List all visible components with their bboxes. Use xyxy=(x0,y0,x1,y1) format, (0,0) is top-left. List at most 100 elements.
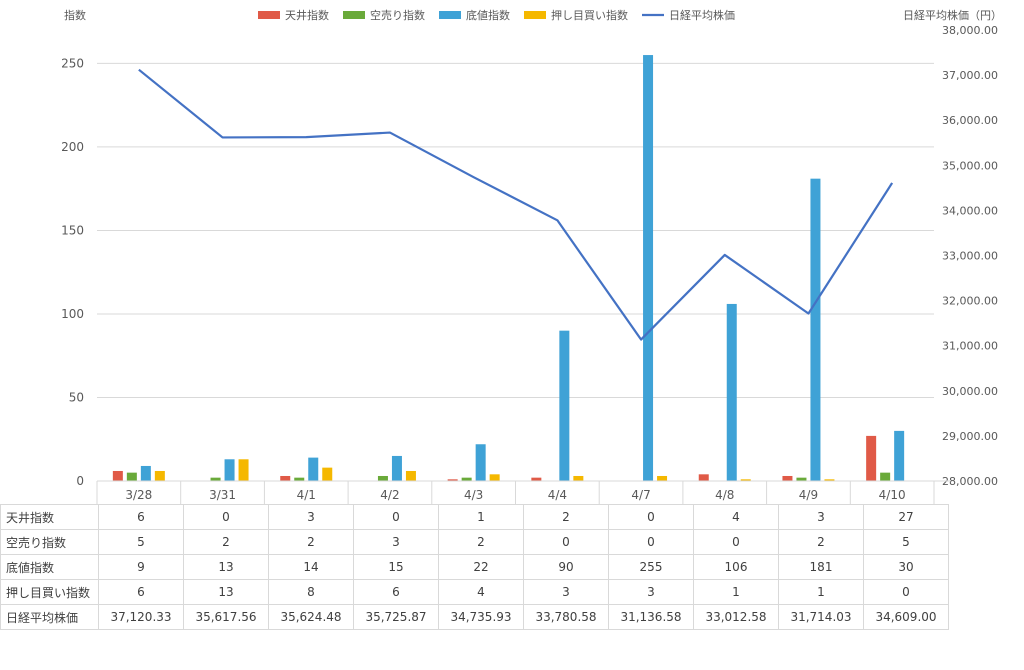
table-cell: 4 xyxy=(438,579,524,605)
left-tick-label: 200 xyxy=(61,140,84,154)
legend-swatch xyxy=(439,11,461,19)
bar xyxy=(126,472,137,481)
table-cell: 13 xyxy=(183,554,269,580)
table-cell: 4 xyxy=(693,504,779,530)
table-cell: 2 xyxy=(523,504,609,530)
table-row: 押し目買い指数 6 13 8 6 4 3 3 1 1 0 xyxy=(0,579,949,605)
right-tick-label: 30,000.00 xyxy=(942,385,998,398)
line-series xyxy=(138,68,894,341)
category-label: 4/9 xyxy=(799,488,818,502)
legend-swatch xyxy=(258,11,280,19)
right-tick-label: 38,000.00 xyxy=(942,24,998,37)
table-cell: 90 xyxy=(523,554,609,580)
bar xyxy=(740,479,751,481)
legend-label: 底値指数 xyxy=(466,8,510,22)
category-label: 4/7 xyxy=(631,488,650,502)
table-cell: 14 xyxy=(268,554,354,580)
bar xyxy=(461,477,472,481)
table-row: 空売り指数 5 2 2 3 2 0 0 0 2 5 xyxy=(0,529,949,555)
bar xyxy=(559,330,570,481)
category-label: 3/28 xyxy=(125,488,152,502)
bar xyxy=(377,475,388,481)
table-cell: 181 xyxy=(778,554,864,580)
table-cell: 0 xyxy=(693,529,779,555)
table-cell: 0 xyxy=(353,504,439,530)
bar xyxy=(698,474,709,481)
bar xyxy=(224,459,235,481)
legend: 天井指数 空売り指数 底値指数 押し目買い指数 日経平均株価 xyxy=(258,8,735,22)
bar xyxy=(894,430,905,481)
data-table: 天井指数 6 0 3 0 1 2 0 4 3 27 空売り指数 5 2 2 3 2 0 0 0 2 5 底値指数 9 13 14 1… xyxy=(0,504,949,630)
table-cell: 2 xyxy=(778,529,864,555)
row-label: 天井指数 xyxy=(0,504,99,530)
row-label: 底値指数 xyxy=(0,554,99,580)
table-cell: 5 xyxy=(98,529,184,555)
table-cell: 3 xyxy=(608,579,694,605)
category-label: 3/31 xyxy=(209,488,236,502)
table-cell: 0 xyxy=(863,579,949,605)
row-label: 空売り指数 xyxy=(0,529,99,555)
table-cell: 0 xyxy=(608,529,694,555)
left-axis-label: 指数 xyxy=(64,8,86,22)
table-cell: 35,617.56 xyxy=(183,604,269,630)
bar xyxy=(573,475,584,481)
category-label: 4/4 xyxy=(548,488,567,502)
table-cell: 1 xyxy=(778,579,864,605)
table-cell: 6 xyxy=(98,579,184,605)
bar xyxy=(880,472,891,481)
table-cell: 34,609.00 xyxy=(863,604,949,630)
bar xyxy=(140,465,151,481)
category-label: 4/8 xyxy=(715,488,734,502)
row-label: 日経平均株価 xyxy=(0,604,99,630)
nikkei-line xyxy=(138,68,894,341)
bar xyxy=(405,470,416,481)
table-cell: 1 xyxy=(438,504,524,530)
table-cell: 37,120.33 xyxy=(98,604,184,630)
right-tick-label: 32,000.00 xyxy=(942,295,998,308)
category-label: 4/1 xyxy=(297,488,316,502)
table-cell: 33,012.58 xyxy=(693,604,779,630)
left-tick-label: 150 xyxy=(61,223,84,237)
left-tick-label: 250 xyxy=(61,56,84,70)
right-axis-label: 日経平均株価（円） xyxy=(903,8,1002,22)
right-axis-ticks: 28,000.00 29,000.00 30,000.00 31,000.00 32,0… xyxy=(942,24,998,488)
bar xyxy=(112,470,123,481)
bar xyxy=(824,479,835,481)
combo-chart: 天井指数 空売り指数 底値指数 押し目買い指数 日経平均株価 指数 日経平均株価（円） … xyxy=(61,8,1002,504)
bar xyxy=(489,474,500,481)
right-tick-label: 31,000.00 xyxy=(942,340,998,353)
right-tick-label: 29,000.00 xyxy=(942,430,998,443)
table-cell: 33,780.58 xyxy=(523,604,609,630)
legend-label: 空売り指数 xyxy=(370,8,425,22)
table-cell: 31,714.03 xyxy=(778,604,864,630)
bar xyxy=(391,455,402,481)
table-cell: 2 xyxy=(183,529,269,555)
table-cell: 35,624.48 xyxy=(268,604,354,630)
bar xyxy=(475,444,486,481)
bar xyxy=(726,303,737,481)
table-cell: 3 xyxy=(268,504,354,530)
right-tick-label: 28,000.00 xyxy=(942,475,998,488)
table-row: 日経平均株価 37,120.33 35,617.56 35,624.48 35,725.… xyxy=(0,604,949,630)
right-tick-label: 35,000.00 xyxy=(942,159,998,172)
table-cell: 3 xyxy=(523,579,609,605)
table-cell: 8 xyxy=(268,579,354,605)
category-label: 4/10 xyxy=(879,488,906,502)
bar-series xyxy=(112,55,905,482)
right-tick-label: 36,000.00 xyxy=(942,114,998,127)
table-cell: 35,725.87 xyxy=(353,604,439,630)
table-cell: 1 xyxy=(693,579,779,605)
bar xyxy=(210,477,221,481)
bar xyxy=(280,475,291,481)
category-label: 4/2 xyxy=(380,488,399,502)
left-tick-label: 50 xyxy=(69,390,84,404)
legend-swatch xyxy=(524,11,546,19)
right-tick-label: 34,000.00 xyxy=(942,204,998,217)
table-cell: 6 xyxy=(98,504,184,530)
table-cell: 15 xyxy=(353,554,439,580)
table-cell: 3 xyxy=(778,504,864,530)
gridlines xyxy=(97,62,934,482)
category-label: 4/3 xyxy=(464,488,483,502)
bar xyxy=(154,470,165,481)
bar xyxy=(643,55,654,482)
